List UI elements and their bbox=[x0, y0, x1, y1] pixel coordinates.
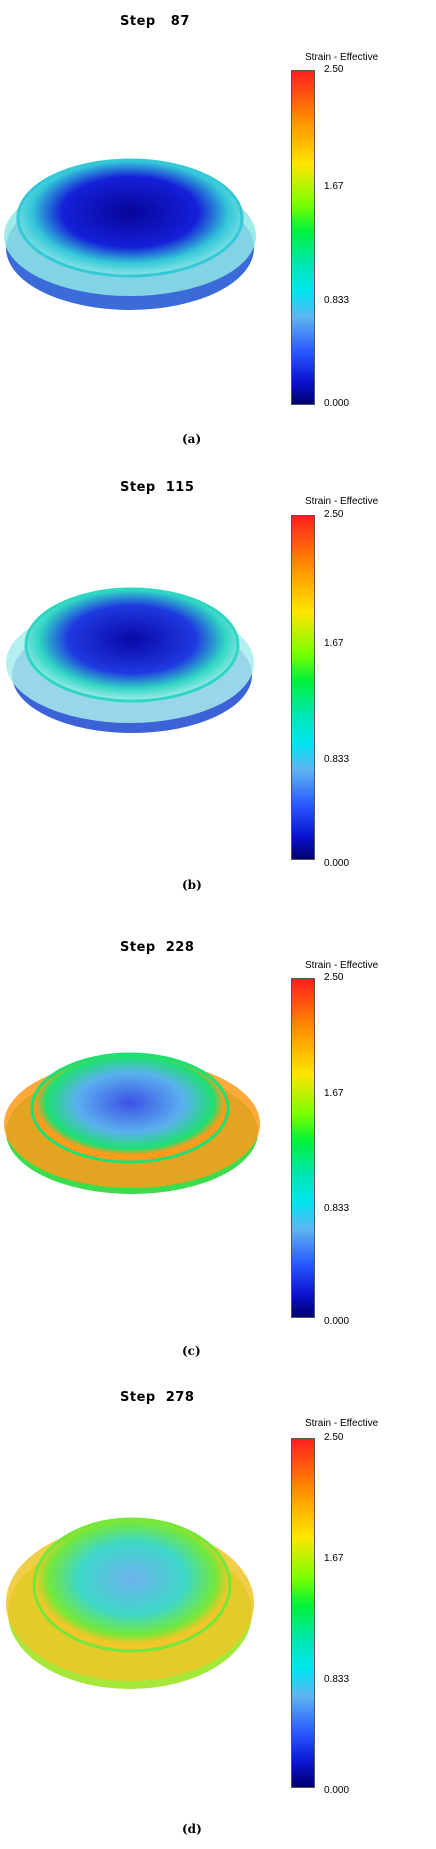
strain-disc-plot bbox=[4, 1052, 260, 1194]
panel-a: Step 87 Strain - Effective 2.50 1.67 0.8… bbox=[0, 0, 436, 460]
color-scale-bar bbox=[291, 1438, 315, 1788]
disc-top bbox=[24, 587, 240, 703]
legend-title: Strain - Effective bbox=[305, 960, 379, 971]
panel-d: Step 278 Strain - Effective 2.50 1.67 0.… bbox=[0, 1380, 436, 1849]
color-scale-bar bbox=[291, 978, 315, 1318]
caption: (d) bbox=[182, 1822, 202, 1836]
caption: (c) bbox=[182, 1344, 201, 1358]
caption: (a) bbox=[182, 432, 202, 446]
tick-max: 2.50 bbox=[324, 64, 344, 75]
step-title: Step 87 bbox=[120, 14, 190, 29]
strain-disc-plot bbox=[6, 587, 254, 733]
strain-disc-plot bbox=[6, 1517, 254, 1689]
step-title: Step 228 bbox=[120, 940, 195, 955]
tick-mid: 0.833 bbox=[324, 295, 350, 306]
tick-min: 0.000 bbox=[324, 1785, 350, 1796]
tick-mid: 0.833 bbox=[324, 754, 350, 765]
disc-top bbox=[30, 1052, 230, 1164]
tick-mid: 0.833 bbox=[324, 1674, 350, 1685]
tick-high: 1.67 bbox=[324, 1088, 344, 1099]
color-scale-bar bbox=[291, 70, 315, 405]
step-title: Step 278 bbox=[120, 1390, 195, 1405]
panel-b: Step 115 Strain - Effective 2.50 1.67 0.… bbox=[0, 460, 436, 920]
step-title: Step 115 bbox=[120, 480, 195, 495]
panel-c: Step 228 Strain - Effective 2.50 1.67 0.… bbox=[0, 920, 436, 1380]
tick-max: 2.50 bbox=[324, 1432, 344, 1443]
disc-top bbox=[16, 158, 244, 278]
tick-high: 1.67 bbox=[324, 181, 344, 192]
tick-mid: 0.833 bbox=[324, 1203, 350, 1214]
tick-min: 0.000 bbox=[324, 1316, 350, 1327]
legend-title: Strain - Effective bbox=[305, 496, 379, 507]
legend-title: Strain - Effective bbox=[305, 52, 379, 63]
tick-high: 1.67 bbox=[324, 1553, 344, 1564]
caption: (b) bbox=[182, 878, 202, 892]
tick-max: 2.50 bbox=[324, 509, 344, 520]
tick-high: 1.67 bbox=[324, 638, 344, 649]
tick-min: 0.000 bbox=[324, 858, 350, 869]
strain-disc-plot bbox=[4, 158, 256, 310]
disc-top bbox=[32, 1517, 232, 1653]
tick-max: 2.50 bbox=[324, 972, 344, 983]
color-scale-bar bbox=[291, 515, 315, 860]
tick-min: 0.000 bbox=[324, 398, 350, 409]
legend-title: Strain - Effective bbox=[305, 1418, 379, 1429]
